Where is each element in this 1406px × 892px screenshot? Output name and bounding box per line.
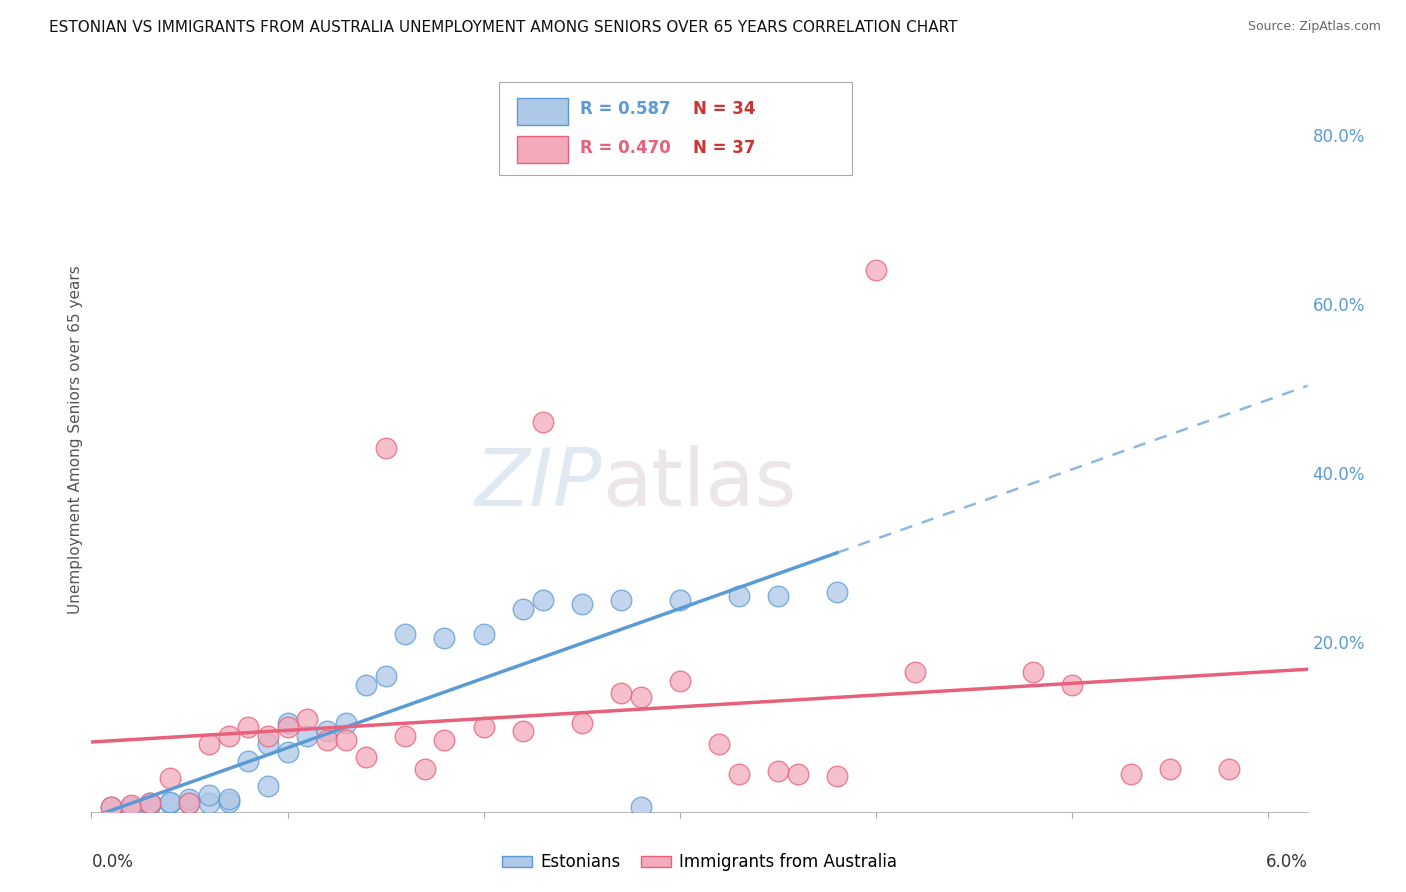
- FancyBboxPatch shape: [517, 98, 568, 125]
- Point: [198, 797, 221, 811]
- Legend: Estonians, Immigrants from Australia: Estonians, Immigrants from Australia: [495, 847, 904, 878]
- Point: [295, 712, 318, 726]
- Point: [257, 737, 280, 751]
- Point: [120, 797, 142, 812]
- Point: [354, 749, 377, 764]
- Point: [315, 732, 337, 747]
- Point: [669, 673, 692, 688]
- Point: [218, 729, 240, 743]
- Point: [335, 732, 357, 747]
- Point: [865, 263, 887, 277]
- Point: [257, 729, 280, 743]
- Point: [394, 729, 416, 743]
- Point: [179, 792, 201, 806]
- Point: [512, 724, 534, 739]
- Point: [413, 763, 436, 777]
- Text: ZIP: ZIP: [475, 445, 602, 523]
- Point: [159, 795, 181, 809]
- Point: [335, 715, 357, 730]
- Point: [277, 746, 299, 760]
- Point: [277, 715, 299, 730]
- Point: [610, 593, 633, 607]
- Point: [159, 797, 181, 811]
- Point: [630, 690, 652, 705]
- FancyBboxPatch shape: [499, 82, 852, 175]
- Point: [100, 800, 122, 814]
- Point: [766, 764, 789, 778]
- Point: [669, 593, 692, 607]
- Point: [277, 720, 299, 734]
- Point: [904, 665, 927, 679]
- Point: [610, 686, 633, 700]
- Point: [1159, 763, 1181, 777]
- Text: R = 0.470: R = 0.470: [581, 138, 671, 157]
- Text: 6.0%: 6.0%: [1265, 853, 1308, 871]
- Point: [238, 754, 260, 768]
- Text: N = 34: N = 34: [693, 100, 756, 118]
- Point: [139, 797, 162, 811]
- FancyBboxPatch shape: [517, 136, 568, 163]
- Point: [1022, 665, 1045, 679]
- Point: [394, 627, 416, 641]
- Point: [1062, 678, 1084, 692]
- Text: 0.0%: 0.0%: [91, 853, 134, 871]
- Point: [120, 800, 142, 814]
- Point: [727, 766, 749, 780]
- Point: [139, 797, 162, 811]
- Text: N = 37: N = 37: [693, 138, 756, 157]
- Point: [825, 584, 848, 599]
- Point: [218, 795, 240, 809]
- Point: [571, 715, 593, 730]
- Point: [159, 771, 181, 785]
- Point: [315, 724, 337, 739]
- Point: [727, 589, 749, 603]
- Point: [825, 769, 848, 783]
- Point: [139, 797, 162, 812]
- Text: ESTONIAN VS IMMIGRANTS FROM AUSTRALIA UNEMPLOYMENT AMONG SENIORS OVER 65 YEARS C: ESTONIAN VS IMMIGRANTS FROM AUSTRALIA UN…: [49, 20, 957, 35]
- Text: atlas: atlas: [602, 445, 797, 523]
- Point: [295, 729, 318, 743]
- Point: [433, 631, 456, 645]
- Point: [238, 720, 260, 734]
- Point: [433, 732, 456, 747]
- Point: [512, 601, 534, 615]
- Point: [531, 416, 554, 430]
- Point: [786, 766, 808, 780]
- Point: [218, 792, 240, 806]
- Point: [1119, 766, 1142, 780]
- Point: [766, 589, 789, 603]
- Point: [630, 800, 652, 814]
- Point: [571, 598, 593, 612]
- Text: Source: ZipAtlas.com: Source: ZipAtlas.com: [1247, 20, 1381, 33]
- Point: [707, 737, 730, 751]
- Point: [374, 441, 396, 455]
- Point: [257, 780, 280, 794]
- Point: [100, 800, 122, 814]
- Point: [179, 797, 201, 811]
- Point: [198, 788, 221, 802]
- Text: R = 0.587: R = 0.587: [581, 100, 671, 118]
- Y-axis label: Unemployment Among Seniors over 65 years: Unemployment Among Seniors over 65 years: [67, 265, 83, 614]
- Point: [179, 797, 201, 811]
- Point: [531, 593, 554, 607]
- Point: [374, 669, 396, 683]
- Point: [472, 720, 495, 734]
- Point: [1218, 763, 1240, 777]
- Point: [198, 737, 221, 751]
- Point: [354, 678, 377, 692]
- Point: [472, 627, 495, 641]
